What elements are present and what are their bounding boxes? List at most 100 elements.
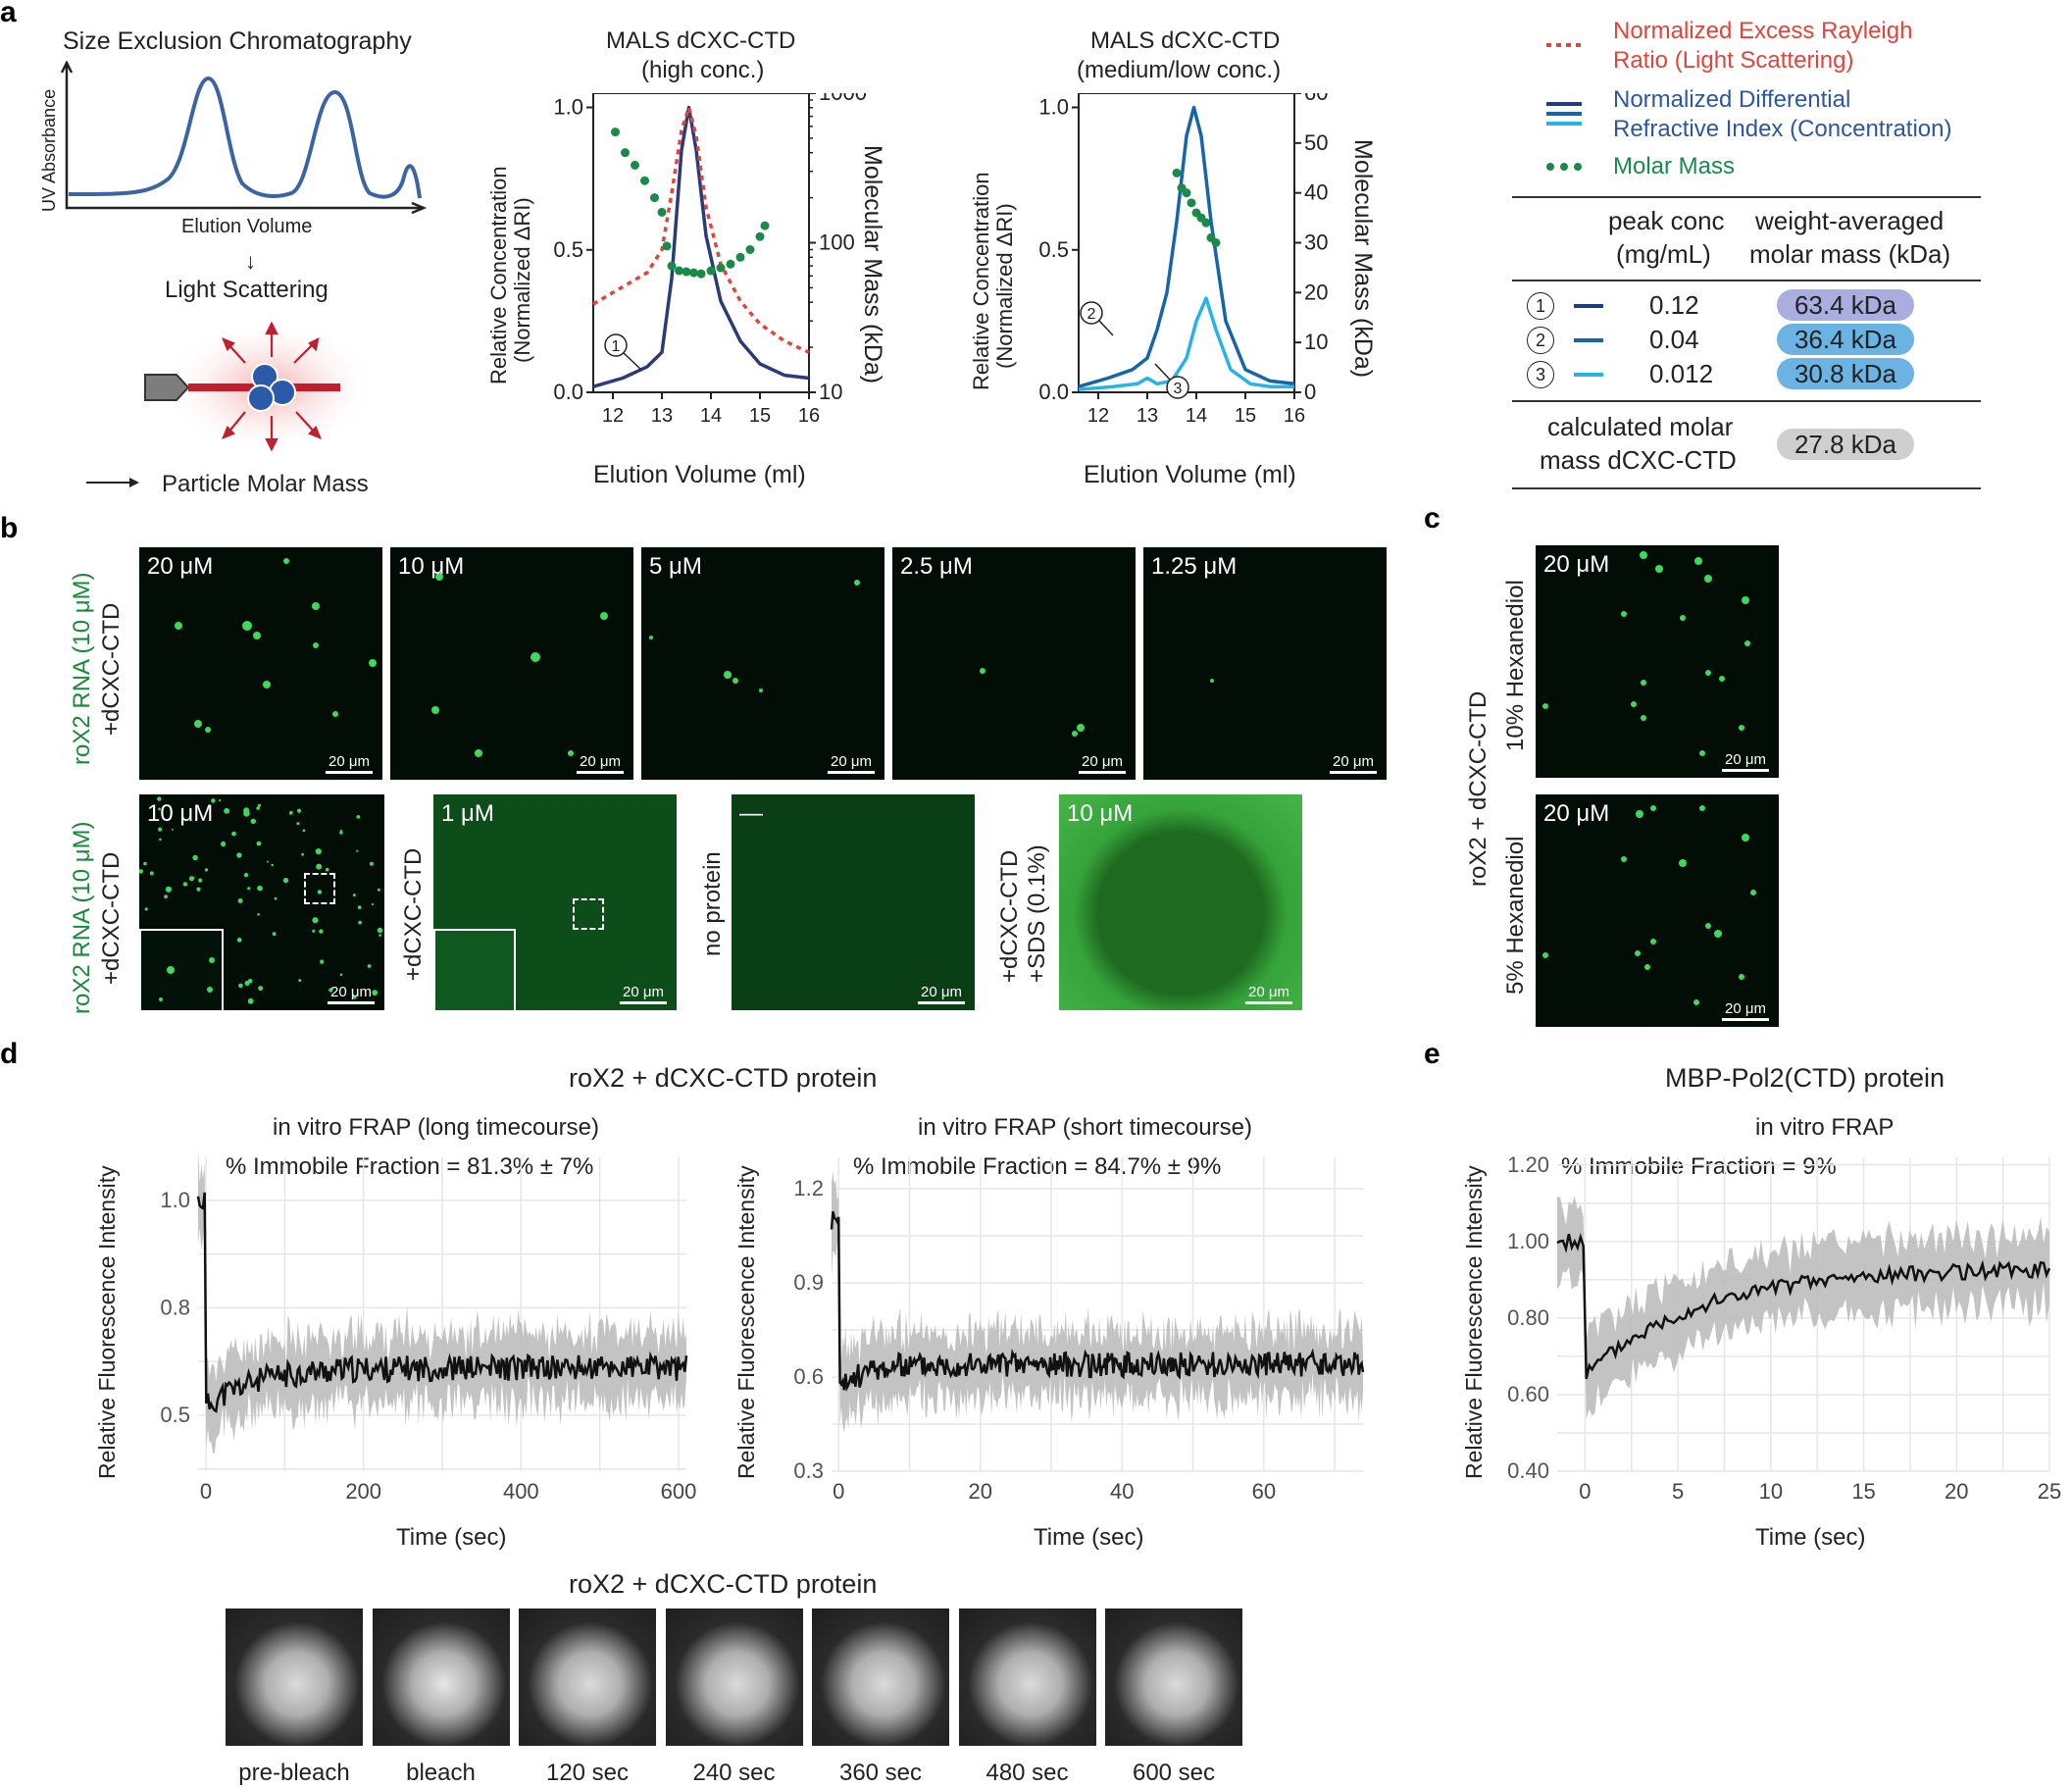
legend-swatches (1546, 43, 1582, 171)
micro-b9-scale-label: 20 μm (1248, 984, 1289, 1000)
micro-b4-scale: 20 μm (1079, 753, 1126, 774)
micro-b6-focus (358, 920, 362, 925)
x-tick-label: 13 (651, 405, 673, 427)
micro-b6-focus (258, 986, 264, 992)
d-long-title: in vitro FRAP (long timecourse) (273, 1114, 599, 1141)
micro-b6-roi-box (304, 873, 335, 904)
frap-mbp-chart: 0 5 10 15 20 25 0.40 0.60 0.80 1.00 1.20 (1507, 1152, 2061, 1504)
micro-b9: 10 μM 20 μm (1059, 794, 1302, 1010)
micro-b6-scale-label: 20 μm (330, 984, 372, 1000)
legend-ri-2: Refractive Index (Concentration) (1613, 116, 1952, 142)
molar-mass-point (726, 259, 735, 269)
table-rule-calc (1512, 400, 1981, 402)
micro-b6-focus (250, 818, 256, 824)
x-tick-label: 25 (2038, 1479, 2061, 1504)
y2-tick-label: 30 (1304, 230, 1328, 255)
sec-down-arrow: ↓ (245, 249, 256, 274)
micro-b6-focus (256, 806, 260, 810)
mals-low-xlabel: Elution Volume (ml) (1084, 461, 1296, 488)
error-band (832, 1172, 1363, 1433)
micro-b7-scale: 20 μm (620, 984, 667, 1004)
x-tick-label: 10 (1759, 1479, 1783, 1504)
frap-frame-image (519, 1608, 656, 1746)
micro-b6-focus (356, 849, 359, 852)
frap-frame-label: 120 sec (545, 1760, 630, 1786)
x-tick-label: 5 (1672, 1479, 1684, 1504)
molar-mass-point (675, 266, 683, 276)
micro-b6-focus (328, 988, 333, 993)
legend-ls-1: Normalized Excess Rayleigh (1613, 18, 1913, 44)
molar-mass-point (1187, 198, 1196, 208)
row-line-swatch (1574, 373, 1603, 377)
y-tick-label: 0.0 (553, 380, 583, 404)
e-xlabel: Time (sec) (1755, 1524, 1866, 1551)
micro-b6-focus (159, 838, 162, 842)
mals-high-title-1: MALS dCXC-CTD (606, 27, 796, 54)
micro-c1-foci (1542, 551, 1750, 756)
micro-b4-foci (980, 668, 1085, 737)
panel-letter-c: c (1424, 502, 1440, 535)
micro-b6-focus (149, 871, 154, 876)
calc-value-badge: 27.8 kDa (1777, 429, 1914, 460)
molar-mass-point (650, 193, 659, 203)
panel-letter-e: e (1424, 1038, 1440, 1070)
mean-trace (196, 1192, 688, 1413)
x-tick-label: 15 (1851, 1479, 1875, 1504)
mals-low-title-1: MALS dCXC-CTD (1090, 27, 1281, 54)
row-mass-badge: 36.4 kDa (1777, 324, 1914, 355)
micro-b6-focus (198, 878, 203, 883)
panel-letter-d: d (0, 1038, 19, 1070)
legend-ri-1: Normalized Differential (1613, 86, 1851, 113)
error-band (198, 1149, 686, 1455)
molar-mass-point (1201, 218, 1211, 228)
micro-b2-conc: 10 μM (398, 553, 465, 580)
micro-b6-focus (157, 796, 162, 801)
x-tick-label: 0 (833, 1479, 844, 1504)
b-row1-label-2: +dCXC-CTD (98, 602, 125, 736)
micro-b6-focus (320, 959, 325, 964)
molar-mass-point (611, 128, 620, 137)
micro-b6-scale: 20 μm (328, 984, 375, 1004)
mals-high-title-2: (high conc.) (641, 57, 765, 83)
y2-tick-label: 20 (1304, 280, 1328, 304)
mean-trace (830, 1210, 1365, 1393)
micro-b7: 1 μM 20 μm (433, 794, 677, 1010)
sec-title: Size Exclusion Chromatography (63, 27, 412, 55)
table-header-conc-1: peak conc (1608, 206, 1725, 235)
frap-frame-image (665, 1608, 803, 1746)
row-conc: 0.012 (1649, 359, 1714, 388)
micro-b6-focus (164, 894, 168, 899)
micro-c1-scale: 20 μm (1722, 751, 1769, 772)
y2-tick-label: 50 (1304, 130, 1328, 155)
d-short-immobile: % Immobile Fraction = 84.7% ± 9% (853, 1153, 1222, 1180)
molar-mass-point (706, 266, 716, 276)
series-line (592, 105, 810, 354)
frap-frame-image (226, 1608, 363, 1746)
row-mass-badge: 30.8 kDa (1777, 358, 1914, 389)
frap-frame-image (372, 1608, 510, 1746)
c-main-label: roX2 + dCXC-CTD (1465, 690, 1491, 887)
table-rule-mid (1512, 280, 1981, 281)
row-number-badge: 1 (1527, 292, 1554, 320)
molar-mass-point (621, 148, 630, 158)
molar-mass-point (745, 244, 755, 254)
micro-c1: 20 μM 20 μm (1536, 545, 1779, 778)
b-row2-side-4b: +SDS (0.1%) (1024, 844, 1050, 983)
c-bottom-label: 5% Hexanediol (1502, 836, 1529, 995)
micro-b6-focus (315, 848, 322, 855)
micro-b6-focus (256, 841, 262, 846)
micro-b6-focus (272, 932, 277, 937)
molar-mass-point (682, 267, 691, 277)
micro-b8-scale-label: 20 μm (921, 984, 962, 1000)
micro-b6-focus (192, 854, 198, 861)
micro-b6-focus (192, 876, 195, 880)
frap-frame-label: 360 sec (838, 1760, 923, 1786)
micro-b6-inset (139, 929, 224, 1010)
micro-b9-scale: 20 μm (1245, 984, 1292, 1004)
x-tick-label: 40 (1110, 1479, 1134, 1504)
micro-b6-focus (325, 867, 329, 872)
table-rule-bottom (1512, 487, 1981, 489)
table-rule-top (1512, 196, 1981, 198)
micro-b6-focus (312, 917, 319, 924)
particle-arrow-icon (86, 478, 139, 487)
